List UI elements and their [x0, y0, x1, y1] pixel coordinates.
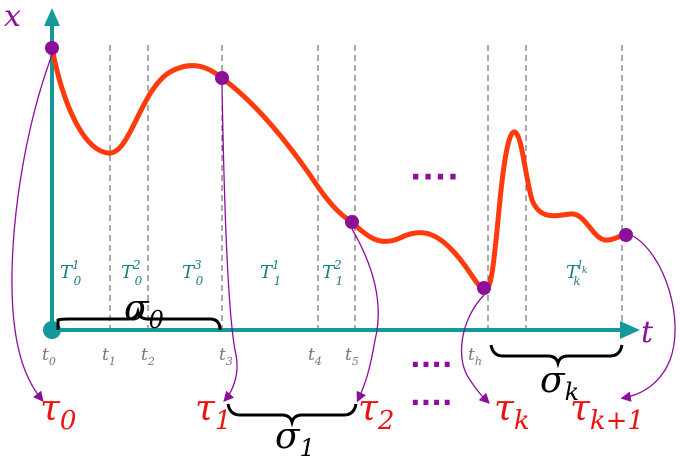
- label-tau2: τ2: [358, 388, 394, 436]
- upper-ellipsis: ····: [410, 160, 460, 195]
- point-tau2: [345, 215, 359, 229]
- arrow-tauk1: [620, 235, 676, 402]
- point-tau0: [45, 41, 59, 55]
- x-axis-arrow: [620, 321, 640, 339]
- guide-lines: [109, 45, 623, 330]
- tick-t3: t3: [219, 345, 233, 368]
- arrow-tauk: [460, 294, 490, 404]
- point-tauk: [477, 281, 491, 295]
- label-tau1: τ1: [195, 388, 231, 436]
- label-T01: T1 0: [60, 258, 82, 288]
- lower-ellipsis-2: ····: [410, 386, 453, 419]
- brace-sigmak: [489, 344, 624, 369]
- trajectory-curve: [49, 45, 629, 293]
- label-T12: T2 1: [322, 258, 343, 288]
- label-T11: T1 1: [260, 258, 281, 288]
- label-T02: T2 0: [121, 258, 143, 288]
- x-axis-label: t: [641, 315, 654, 350]
- tau-labels: τ0 τ1 τ2 τk τk+1: [40, 388, 644, 436]
- y-axis-arrow: [44, 8, 60, 26]
- brace-sigma0: [56, 306, 222, 331]
- y-axis-label: x: [4, 0, 21, 34]
- tau-arrows: [11, 54, 676, 404]
- label-sigma0: σ0: [124, 288, 164, 334]
- tick-th: th: [468, 345, 482, 368]
- label-sigmak: σk: [540, 360, 579, 406]
- label-Tk: Tlk k: [566, 258, 587, 288]
- point-tau1: [215, 71, 229, 85]
- label-tauk1: τk+1: [570, 388, 644, 436]
- brace-sigma1: [226, 403, 358, 428]
- axes: [43, 8, 640, 339]
- tick-t5: t5: [345, 345, 359, 368]
- arrow-tau2: [351, 228, 379, 403]
- label-sigma1: σ1: [275, 416, 315, 457]
- arrow-tau0: [11, 54, 53, 403]
- tick-t1: t1: [102, 345, 116, 368]
- lower-ellipsis-1: ····: [410, 348, 453, 381]
- switch-points: [45, 41, 633, 295]
- tick-t0: t0: [42, 345, 56, 368]
- label-tauk: τk: [494, 388, 530, 436]
- tick-t2: t2: [141, 345, 155, 368]
- arrow-tau1: [221, 84, 238, 402]
- tick-t4: t4: [308, 345, 322, 368]
- label-T03: T3 0: [182, 258, 204, 288]
- point-tauk1: [619, 228, 633, 242]
- interval-labels: T1 0 T2 0 T3 0 T1 1 T2 1 Tlk k: [60, 258, 587, 288]
- label-tau0: τ0: [40, 388, 76, 436]
- time-ticks: t0 t1 t2 t3 t4 t5 th: [42, 345, 482, 368]
